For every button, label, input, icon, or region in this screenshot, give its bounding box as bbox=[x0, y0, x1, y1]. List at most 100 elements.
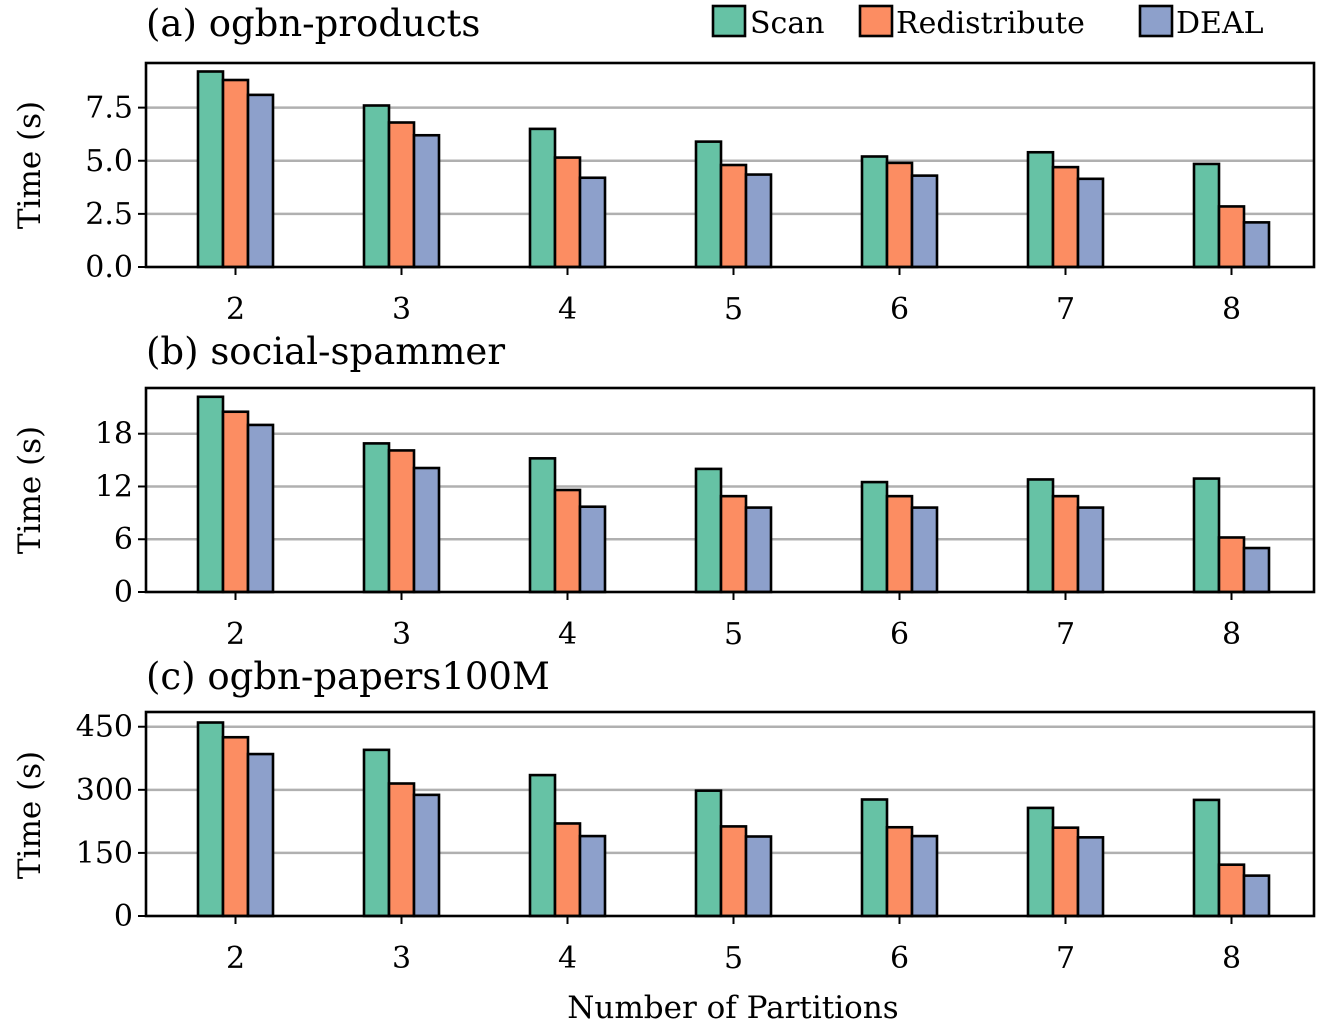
bar-scan-4 bbox=[528, 773, 557, 918]
panel-social-spammer: (b) social-spammer Time (s) 0 6 12 18 2 3 4 5 6 7… bbox=[12, 330, 1316, 652]
x-tick-label: 8 bbox=[1222, 941, 1241, 976]
legend-swatch-deal bbox=[1138, 4, 1174, 38]
x-tick-label: 8 bbox=[1222, 617, 1241, 652]
bar-redistribute-7 bbox=[1051, 165, 1080, 269]
bar-scan-3 bbox=[362, 748, 391, 918]
bar-scan-5 bbox=[694, 467, 723, 594]
bar-redistribute-8 bbox=[1217, 536, 1246, 594]
bar-deal-8 bbox=[1242, 546, 1271, 594]
bar-redistribute-5 bbox=[719, 494, 748, 594]
plot-frame bbox=[144, 61, 1316, 269]
y-tick-label: 0 bbox=[114, 575, 133, 610]
panel-ogbn-products: (a) ogbn-products Time (s) 0.0 2.5 5.0 7.5 2… bbox=[12, 2, 1316, 327]
bar-redistribute-8 bbox=[1217, 205, 1246, 269]
bar-scan-8 bbox=[1192, 477, 1221, 594]
bar-deal-2 bbox=[246, 93, 275, 269]
x-tick-label: 2 bbox=[226, 941, 245, 976]
x-tick-label: 3 bbox=[392, 292, 411, 327]
bar-scan-4 bbox=[528, 457, 557, 594]
bar-redistribute-2 bbox=[221, 410, 250, 594]
bar-deal-3 bbox=[412, 793, 441, 918]
legend-label-scan: Scan bbox=[750, 6, 825, 41]
panel-title: (b) social-spammer bbox=[146, 330, 505, 373]
y-tick-label: 2.5 bbox=[85, 197, 133, 232]
plot-frame bbox=[144, 386, 1316, 594]
y-tick-label: 18 bbox=[95, 417, 133, 452]
legend-label-redistribute: Redistribute bbox=[896, 6, 1085, 41]
bar-redistribute-5 bbox=[719, 163, 748, 269]
bar-redistribute-3 bbox=[387, 121, 416, 269]
bar-deal-2 bbox=[246, 423, 275, 594]
bar-deal-8 bbox=[1242, 221, 1271, 269]
legend-swatch-redistribute bbox=[858, 4, 894, 38]
bar-scan-2 bbox=[196, 721, 225, 918]
x-tick-label: 2 bbox=[226, 617, 245, 652]
y-axis-label: Time (s) bbox=[12, 426, 48, 554]
bar-redistribute-2 bbox=[221, 78, 250, 269]
bar-redistribute-4 bbox=[553, 156, 582, 269]
bar-redistribute-6 bbox=[885, 825, 914, 918]
bar-scan-2 bbox=[196, 395, 225, 594]
y-tick-label: 6 bbox=[114, 522, 133, 557]
y-axis-label: Time (s) bbox=[12, 101, 48, 229]
y-tick-label: 300 bbox=[76, 773, 133, 808]
bar-scan-8 bbox=[1192, 798, 1221, 918]
y-tick-label: 5.0 bbox=[85, 144, 133, 179]
bar-scan-2 bbox=[196, 70, 225, 269]
bar-scan-7 bbox=[1026, 478, 1055, 594]
x-tick-label: 5 bbox=[724, 617, 743, 652]
bar-deal-3 bbox=[412, 466, 441, 594]
y-tick-label: 150 bbox=[76, 836, 133, 871]
legend-label-deal: DEAL bbox=[1176, 6, 1264, 41]
bar-deal-4 bbox=[578, 834, 607, 918]
bar-redistribute-8 bbox=[1217, 863, 1246, 918]
bar-scan-8 bbox=[1192, 162, 1221, 269]
bar-redistribute-7 bbox=[1051, 494, 1080, 594]
legend: Scan Redistribute DEAL bbox=[711, 4, 1264, 41]
bar-redistribute-2 bbox=[221, 735, 250, 918]
bar-deal-3 bbox=[412, 133, 441, 269]
x-tick-label: 7 bbox=[1056, 292, 1075, 327]
y-tick-label: 0.0 bbox=[85, 250, 133, 285]
y-tick-label: 7.5 bbox=[85, 91, 133, 126]
x-tick-label: 6 bbox=[890, 617, 909, 652]
bar-deal-5 bbox=[744, 506, 773, 594]
bar-deal-6 bbox=[910, 174, 939, 269]
x-tick-label: 3 bbox=[392, 617, 411, 652]
bar-deal-5 bbox=[744, 173, 773, 269]
x-tick-label: 7 bbox=[1056, 941, 1075, 976]
bar-scan-4 bbox=[528, 127, 557, 269]
bar-redistribute-6 bbox=[885, 161, 914, 269]
y-tick-label: 450 bbox=[76, 710, 133, 745]
x-tick-label: 5 bbox=[724, 292, 743, 327]
x-axis-label: Number of Partitions bbox=[567, 990, 898, 1025]
bar-scan-3 bbox=[362, 104, 391, 269]
x-tick-label: 8 bbox=[1222, 292, 1241, 327]
bar-deal-6 bbox=[910, 506, 939, 594]
bar-redistribute-6 bbox=[885, 494, 914, 594]
panel-title: (a) ogbn-products bbox=[146, 2, 480, 45]
bar-scan-5 bbox=[694, 140, 723, 269]
plot-frame bbox=[144, 710, 1316, 918]
x-tick-label: 4 bbox=[558, 941, 577, 976]
bar-deal-7 bbox=[1076, 506, 1105, 594]
bar-deal-2 bbox=[246, 752, 275, 918]
x-tick-label: 3 bbox=[392, 941, 411, 976]
y-tick-label: 12 bbox=[95, 469, 133, 504]
bar-scan-6 bbox=[860, 798, 889, 918]
x-tick-label: 5 bbox=[724, 941, 743, 976]
panel-ogbn-papers100m: (c) ogbn-papers100M Time (s) Number of P… bbox=[12, 655, 1316, 1025]
bar-deal-5 bbox=[744, 835, 773, 918]
legend-swatch-scan bbox=[711, 4, 747, 38]
y-tick-label: 0 bbox=[114, 899, 133, 934]
bar-redistribute-5 bbox=[719, 825, 748, 918]
bar-scan-7 bbox=[1026, 806, 1055, 918]
bar-scan-6 bbox=[860, 155, 889, 269]
bar-deal-8 bbox=[1242, 874, 1271, 918]
bar-redistribute-4 bbox=[553, 488, 582, 594]
bar-redistribute-4 bbox=[553, 822, 582, 918]
x-tick-label: 6 bbox=[890, 941, 909, 976]
panel-title: (c) ogbn-papers100M bbox=[146, 655, 550, 698]
bar-redistribute-3 bbox=[387, 782, 416, 918]
